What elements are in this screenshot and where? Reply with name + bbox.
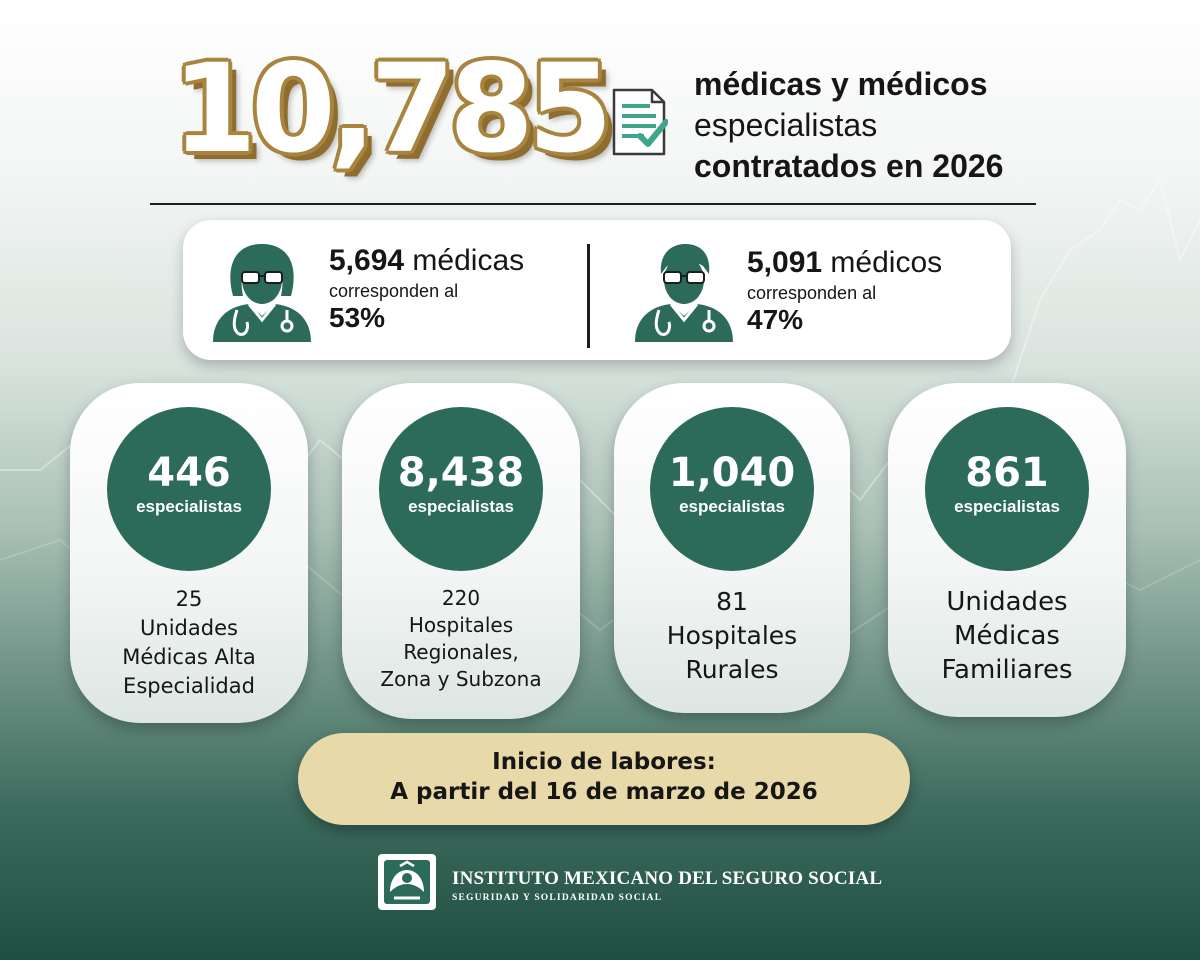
stat-card-hospitales-rurales: 1,040 especialistas 81 Hospitales Rurale… [614, 383, 850, 713]
desc-line: Regionales, [403, 640, 519, 664]
stat-circle: 446 especialistas [107, 407, 271, 571]
stat-card-alta-especialidad: 446 especialistas 25 Unidades Médicas Al… [70, 383, 308, 723]
desc-line: Rurales [685, 655, 779, 684]
institution-name-block: INSTITUTO MEXICANO DEL SEGURO SOCIAL SEG… [452, 868, 882, 904]
stat-unit: especialistas [679, 497, 785, 516]
desc-line: Unidades [140, 616, 238, 640]
stat-description: 220 Hospitales Regionales, Zona y Subzon… [352, 585, 570, 693]
female-label: médicas [412, 244, 525, 277]
start-date: A partir del 16 de marzo de 2026 [390, 779, 818, 805]
stat-unit: especialistas [136, 497, 242, 516]
gender-breakdown-card: 5,694 médicas corresponden al 53% 5,091 … [183, 220, 1011, 360]
imss-logo-icon [378, 854, 436, 910]
desc-line: 25 [175, 587, 203, 611]
female-doctor-icon [213, 244, 311, 342]
stat-circle: 8,438 especialistas [379, 407, 543, 571]
headline-text: médicas y médicos especialistas contrata… [694, 64, 1003, 187]
stat-value: 446 [147, 450, 231, 496]
institution-motto: SEGURIDAD Y SOLIDARIDAD SOCIAL [452, 893, 663, 903]
male-count: 5,091 [747, 246, 823, 279]
desc-line: Médicas Alta [122, 645, 256, 669]
male-stats: 5,091 médicos corresponden al 47% [747, 246, 942, 336]
stat-card-medicas-familiares: 861 especialistas Unidades Médicas Famil… [888, 383, 1126, 717]
desc-line: 220 [441, 586, 481, 610]
start-label: Inicio de labores: [492, 749, 716, 775]
desc-line: Zona y Subzona [380, 667, 542, 691]
female-count: 5,694 [329, 244, 405, 277]
stat-description: 81 Hospitales Rurales [624, 585, 840, 687]
stat-description: Unidades Médicas Familiares [898, 585, 1116, 687]
headline-line-3: contratados en 2026 [694, 148, 1004, 184]
total-specialists-number: 10,785 [172, 38, 613, 180]
stat-circle: 1,040 especialistas [650, 407, 814, 571]
stat-value: 1,040 [668, 450, 796, 496]
desc-line: Médicas [954, 621, 1060, 651]
female-sub: corresponden al [329, 281, 459, 301]
desc-line: Unidades [946, 587, 1068, 617]
header-divider [150, 203, 1036, 205]
desc-line: Familiares [941, 655, 1073, 685]
stat-card-hospitales-regionales: 8,438 especialistas 220 Hospitales Regio… [342, 383, 580, 719]
male-percent: 47% [747, 304, 804, 335]
document-check-icon [612, 88, 668, 156]
desc-line: 81 [716, 587, 748, 616]
stat-value: 861 [965, 450, 1049, 496]
institution-name: INSTITUTO MEXICANO DEL SEGURO SOCIAL [452, 868, 883, 889]
stat-description: 25 Unidades Médicas Alta Especialidad [80, 585, 298, 701]
desc-line: Hospitales [666, 621, 798, 650]
male-doctor-icon [635, 244, 733, 342]
stat-value: 8,438 [397, 450, 525, 496]
stat-circle: 861 especialistas [925, 407, 1089, 571]
stat-unit: especialistas [954, 497, 1060, 516]
male-sub: corresponden al [747, 283, 877, 303]
headline-line-1: médicas y médicos [694, 66, 988, 102]
female-percent: 53% [329, 302, 386, 333]
headline-line-2: especialistas [694, 107, 878, 143]
stat-unit: especialistas [408, 497, 514, 516]
gender-divider [587, 244, 590, 348]
female-stats: 5,694 médicas corresponden al 53% [329, 244, 524, 334]
desc-line: Hospitales [408, 613, 514, 637]
male-label: médicos [830, 246, 943, 279]
start-date-banner: Inicio de labores: A partir del 16 de ma… [298, 733, 910, 825]
desc-line: Especialidad [123, 674, 255, 698]
